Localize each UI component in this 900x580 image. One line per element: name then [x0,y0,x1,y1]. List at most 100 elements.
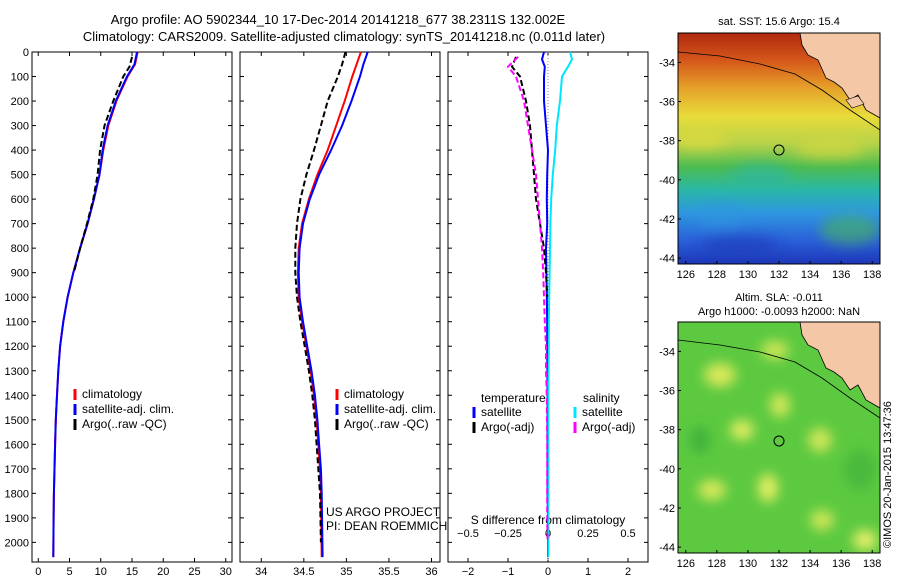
sla_map-ytick-label: -40 [659,464,675,476]
depth-tick-label: 1600 [5,439,29,451]
sdiff-tick-label: 0.25 [577,528,598,540]
figure-title-line1: Argo profile: AO 5902344_10 17-Dec-2014 … [111,12,566,27]
sst_map-xtick-label: 138 [863,269,881,281]
sla-map-title: Altim. SLA: -0.011 [735,292,823,304]
salinity-xtick-label: 34 [255,566,267,578]
sst-map: sat. SST: 15.6 Argo: 15.4 126 128 130 132 13… [659,16,881,281]
sla-map-subtitle: Argo h1000: -0.0093 h2000: NaN [698,306,860,318]
depth-tick-label: 1700 [5,464,29,476]
salinity-xtick-label: 35 [340,566,352,578]
sst_map-xtick-label: 136 [832,269,850,281]
salinity-xtick-label: 34.5 [293,566,314,578]
sdiff-tick-label: −0.25 [494,528,522,540]
sla_map-ytick-label: -38 [659,425,675,437]
depth-tick-label: 2000 [5,537,29,549]
salinity-xtick-label: 35.5 [378,566,399,578]
sla-map: Altim. SLA: -0.011 Argo h1000: -0.0093 h… [659,292,881,570]
temperature-xtick-label: 30 [220,566,232,578]
difference-xlabel: T difference from climatology [471,578,625,580]
sla_map-ytick-label: -42 [659,503,675,515]
diff-legend-label: Argo(-adj) [582,420,635,434]
salinity-legend-label: climatology [344,387,404,401]
salinity-series-satellite-adj-clim- [297,51,369,558]
depth-tick-label: 100 [11,72,29,84]
salinity-legend-label: satellite-adj. clim. [344,402,436,416]
difference-series-salinity-satellite [547,51,574,558]
sst_map-ytick-label: -42 [659,214,675,226]
sst-map-title: sat. SST: 15.6 Argo: 15.4 [718,16,840,28]
temperature-xtick-label: 0 [35,566,41,578]
sst-map-field [678,33,880,264]
depth-tick-label: 1500 [5,415,29,427]
depth-tick-label: 0 [23,47,29,59]
sla-argo-position-marker [773,435,785,447]
sst_map-ytick-label: -38 [659,136,675,148]
sst_map-xtick-label: 128 [708,269,726,281]
salinity-profile-plot: 34 34.5 35 35.5 36 salinity climatologysatelli… [239,51,441,580]
depth-tick-label: 300 [11,121,29,133]
depth-tick-label: 900 [11,268,29,280]
sla-land [799,322,880,409]
sla_map-xtick-label: 128 [708,558,726,570]
sdiff-tick-label: −0.5 [457,528,479,540]
temperature-xlabel: temperature (deg C) [78,578,186,580]
temperature-series-satellite-adj-clim- [52,51,138,558]
depth-tick-label: 1800 [5,488,29,500]
depth-tick-label: 500 [11,170,29,182]
temperature-legend-label: satellite-adj. clim. [82,402,174,416]
temperature-xtick-label: 20 [157,566,169,578]
temperature-legend-label: Argo(..raw -QC) [82,417,167,431]
difference-series-salinity-argo-adj- [506,56,549,543]
depth-tick-label: 200 [11,96,29,108]
sla_map-xtick-label: 130 [739,558,757,570]
sla_map-ytick-label: -34 [659,346,675,358]
temperature-profile-plot: 0100200300400500600700800900100011001200… [5,47,233,580]
depth-tick-label: 1000 [5,292,29,304]
sdiff-tick-label: 0.5 [620,528,635,540]
temperature-xtick-label: 10 [95,566,107,578]
depth-tick-label: 800 [11,243,29,255]
sst_map-ytick-label: -40 [659,175,675,187]
temperature-series-argo-raw-qc- [72,56,133,273]
depth-tick-label: 700 [11,219,29,231]
sla-map-field [678,322,880,553]
sst_map-xtick-label: 130 [739,269,757,281]
sla_map-ytick-label: -36 [659,386,675,398]
difference-xtick-label: 1 [585,566,591,578]
difference-profile-plot: −2 −1 0 1 2T difference from climatology −0.5… [447,51,649,580]
difference-xtick-label: 2 [625,566,631,578]
temperature-xtick-label: 5 [66,566,72,578]
diff-legend-title-temperature: temperature [481,391,546,405]
sla-map-axes: 126 128 130 132 134 136 138 -34 -36 -38 -40 -42 -44 [659,346,881,570]
sla_map-xtick-label: 132 [770,558,788,570]
sla_map-xtick-label: 126 [677,558,695,570]
sst_map-xtick-label: 134 [801,269,819,281]
depth-tick-label: 600 [11,194,29,206]
depth-tick-label: 1900 [5,513,29,525]
project-credit: US ARGO PROJECT [326,505,441,519]
pi-credit: PI: DEAN ROEMMICH [326,519,447,533]
temperature-frame [31,51,233,563]
sst_map-xtick-label: 126 [677,269,695,281]
sst-land [799,33,880,119]
depth-tick-label: 1400 [5,390,29,402]
salinity-frame [239,51,441,563]
imos-watermark: ©IMOS 20-Jan-2015 13:47:36 [882,401,894,548]
sla_map-ytick-label: -44 [659,542,675,554]
diff-legend-label: satellite [481,405,522,419]
salinity-xtick-label: 36 [425,566,437,578]
difference-xtick-label: −1 [502,566,515,578]
figure-title-line2: Climatology: CARS2009. Satellite-adjuste… [83,29,605,44]
sst_map-xtick-label: 132 [770,269,788,281]
difference-xtick-label: −2 [462,566,475,578]
sst_map-ytick-label: -44 [659,253,675,265]
sst-map-axes: 126 128 130 132 134 136 138 -34 -36 -38 -40 -42 -44 [659,57,881,281]
salinity-xlabel: salinity [322,578,359,580]
difference-xtick-label: 0 [545,566,551,578]
diff-legend-title-salinity: salinity [583,391,620,405]
sst-argo-position-marker [773,144,785,156]
depth-tick-label: 1100 [5,317,29,329]
temperature-legend-label: climatology [82,387,142,401]
